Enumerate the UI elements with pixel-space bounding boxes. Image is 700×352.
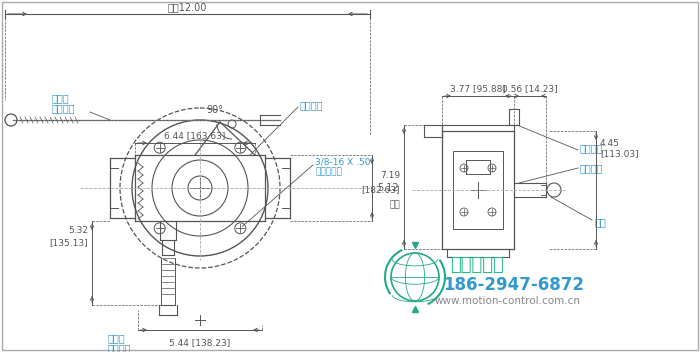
Text: 西安德伍拓: 西安德伍拓 bbox=[450, 256, 504, 274]
Text: 5.12: 5.12 bbox=[377, 183, 398, 193]
Text: www.motion-control.com.cn: www.motion-control.com.cn bbox=[435, 296, 581, 306]
Text: [113.03]: [113.03] bbox=[600, 149, 638, 158]
Text: 最大12.00: 最大12.00 bbox=[167, 2, 206, 12]
Text: 7.19: 7.19 bbox=[380, 170, 400, 180]
Text: 軸徑: 軸徑 bbox=[595, 217, 607, 227]
Text: 3/8-16 X .50: 3/8-16 X .50 bbox=[315, 157, 370, 166]
Text: 4.45: 4.45 bbox=[600, 139, 620, 148]
Text: 安裝位置: 安裝位置 bbox=[108, 343, 132, 352]
Text: 防旋支架: 防旋支架 bbox=[580, 143, 603, 153]
Text: 90°: 90° bbox=[206, 105, 223, 115]
Text: 安裝支架: 安裝支架 bbox=[300, 100, 323, 110]
Text: 可調節: 可調節 bbox=[52, 93, 69, 103]
Text: 軸夾緊環: 軸夾緊環 bbox=[580, 163, 603, 173]
Text: 5.32: 5.32 bbox=[68, 226, 88, 235]
Bar bbox=[453, 151, 503, 229]
Text: 6.44 [163.63]: 6.44 [163.63] bbox=[164, 132, 225, 140]
Text: 0.56 [14.23]: 0.56 [14.23] bbox=[502, 84, 558, 94]
Text: 5.44 [138.23]: 5.44 [138.23] bbox=[169, 338, 230, 347]
Text: 內六角螺栓: 內六角螺栓 bbox=[315, 168, 342, 176]
Text: [135.13]: [135.13] bbox=[50, 238, 88, 247]
Text: 可選的: 可選的 bbox=[108, 333, 125, 343]
Text: [182.63]: [182.63] bbox=[361, 186, 400, 195]
Text: 3.77 [95.88]: 3.77 [95.88] bbox=[450, 84, 506, 94]
Text: 186-2947-6872: 186-2947-6872 bbox=[443, 276, 584, 294]
Text: 防旋拉桿: 防旋拉桿 bbox=[52, 103, 76, 113]
Text: 直徑: 直徑 bbox=[389, 201, 400, 209]
